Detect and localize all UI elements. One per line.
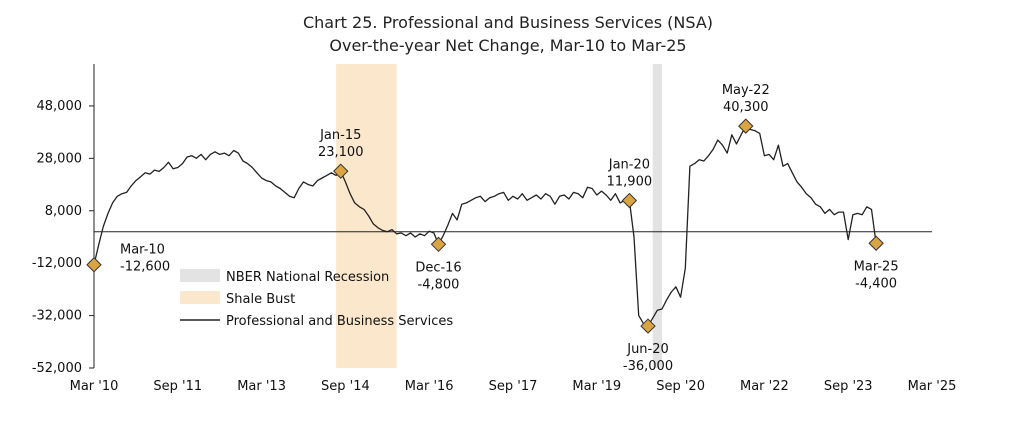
x-tick-label: Sep '23 [824,379,873,394]
annotation-marker [621,192,638,209]
annotation-marker [640,318,656,334]
annotation-marker [868,235,884,251]
legend-label: NBER National Recession [226,270,389,285]
y-tick-label: -52,000 [32,361,82,376]
x-axis: Mar '10 Sep '11 Mar '13 Sep '14 Mar '16 Sep '… [70,379,957,394]
annotation-label: Mar-10 [120,243,165,258]
y-tick-label: 28,000 [37,151,83,166]
x-tick-label: Sep '20 [656,379,705,394]
annotation-label: 40,300 [723,100,769,115]
legend-label: Professional and Business Services [226,314,453,329]
annotation-label: -36,000 [623,359,673,374]
x-tick-label: Sep '14 [321,379,370,394]
y-tick-label: -12,000 [32,256,82,271]
x-tick-label: Sep '11 [153,379,202,394]
legend-label: Shale Bust [226,292,295,307]
annotation-label: May-22 [722,83,770,98]
y-axis: -52,000 -32,000 -12,000 8,000 28,000 48,000 [32,64,95,376]
x-tick-label: Mar '19 [572,379,621,394]
x-tick-label: Mar '22 [740,379,789,394]
y-tick-label: -32,000 [32,309,82,324]
shaded-regions [336,64,662,368]
x-tick-label: Mar '25 [908,379,957,394]
annotation-label: Dec-16 [415,260,461,275]
y-tick-label: 48,000 [37,99,83,114]
annotation-label: Jun-20 [626,342,669,357]
chart-subtitle: Over-the-year Net Change, Mar-10 to Mar-… [329,36,686,55]
annotation-label: 23,100 [318,145,364,160]
chart-title: Chart 25. Professional and Business Serv… [303,13,713,32]
annotations: Mar-10 -12,600 Jan-15 23,100 Dec-16 -4,800 Jan… [86,83,899,374]
legend-swatch [180,291,220,304]
annotation-marker [430,236,447,253]
x-tick-label: Mar '10 [70,379,119,394]
annotation-label: -12,600 [120,260,170,275]
shaded-region-0 [652,64,662,368]
x-tick-label: Mar '16 [405,379,454,394]
annotation-label: Jan-20 [608,158,650,173]
annotation-marker [86,257,102,273]
annotation-label: Jan-15 [319,128,361,143]
annotation-label: Mar-25 [854,259,899,274]
shaded-region-1 [336,64,397,368]
annotation-marker [333,163,349,179]
x-tick-label: Mar '13 [237,379,286,394]
annotation-label: -4,400 [855,276,897,291]
legend: NBER National Recession Shale Bust Profess… [180,269,453,329]
legend-swatch [180,269,220,282]
y-tick-label: 8,000 [45,204,82,219]
x-tick-label: Sep '17 [489,379,538,394]
annotation-marker [738,118,754,134]
annotation-label: 11,900 [607,175,653,190]
annotation-label: -4,800 [418,277,460,292]
